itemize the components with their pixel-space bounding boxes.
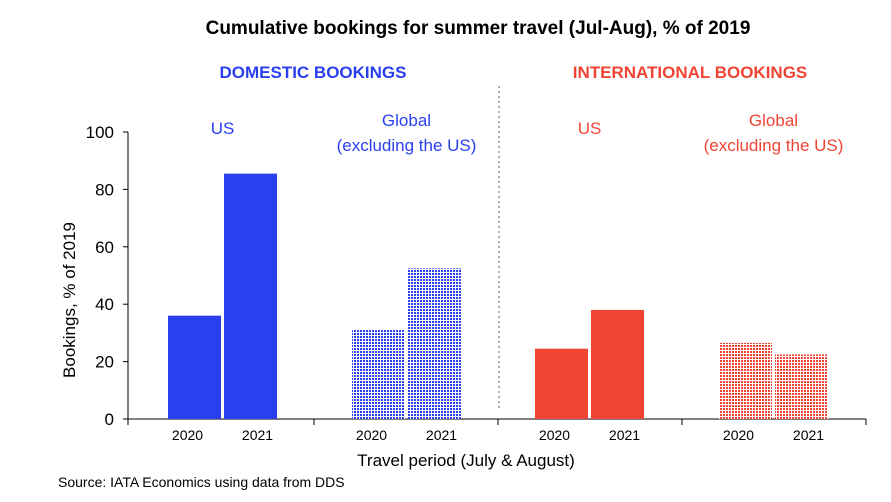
bar [591,309,644,419]
y-tick-label: 100 [86,123,114,142]
group-label: US [578,119,602,138]
y-tick-label: 0 [105,410,114,429]
x-tick-label: 2020 [172,427,203,443]
y-tick-label: 40 [95,295,114,314]
bar [535,348,588,419]
bars [168,173,828,419]
bar [224,173,277,419]
chart-title: Cumulative bookings for summer travel (J… [206,18,751,39]
bar [168,315,221,419]
bar [775,354,828,419]
source-note: Source: IATA Economics using data from D… [58,474,345,490]
x-axis-label: Travel period (July & August) [357,451,575,470]
group-label: Global (excluding the US) [337,111,477,155]
x-tick-label: 2021 [426,427,457,443]
x-tick-label: 2021 [793,427,824,443]
group-label: US [211,119,235,138]
y-axis-label: Bookings, % of 2019 [60,222,79,378]
x-tick-label: 2020 [356,427,387,443]
panel-heading: DOMESTIC BOOKINGS [219,63,406,82]
x-tick-label: 2020 [723,427,754,443]
y-tick-label: 60 [95,238,114,257]
x-tick-label: 2020 [539,427,570,443]
bar [719,342,772,419]
x-tick-label: 2021 [242,427,273,443]
y-tick-label: 20 [95,353,114,372]
group-label: Global (excluding the US) [704,111,844,155]
x-tick-label: 2021 [609,427,640,443]
bar [352,330,405,419]
panel-heading: INTERNATIONAL BOOKINGS [573,63,808,82]
labels: DOMESTIC BOOKINGS INTERNATIONAL BOOKINGS 2… [172,63,844,443]
bar [408,268,461,419]
y-tick-label: 80 [95,180,114,199]
